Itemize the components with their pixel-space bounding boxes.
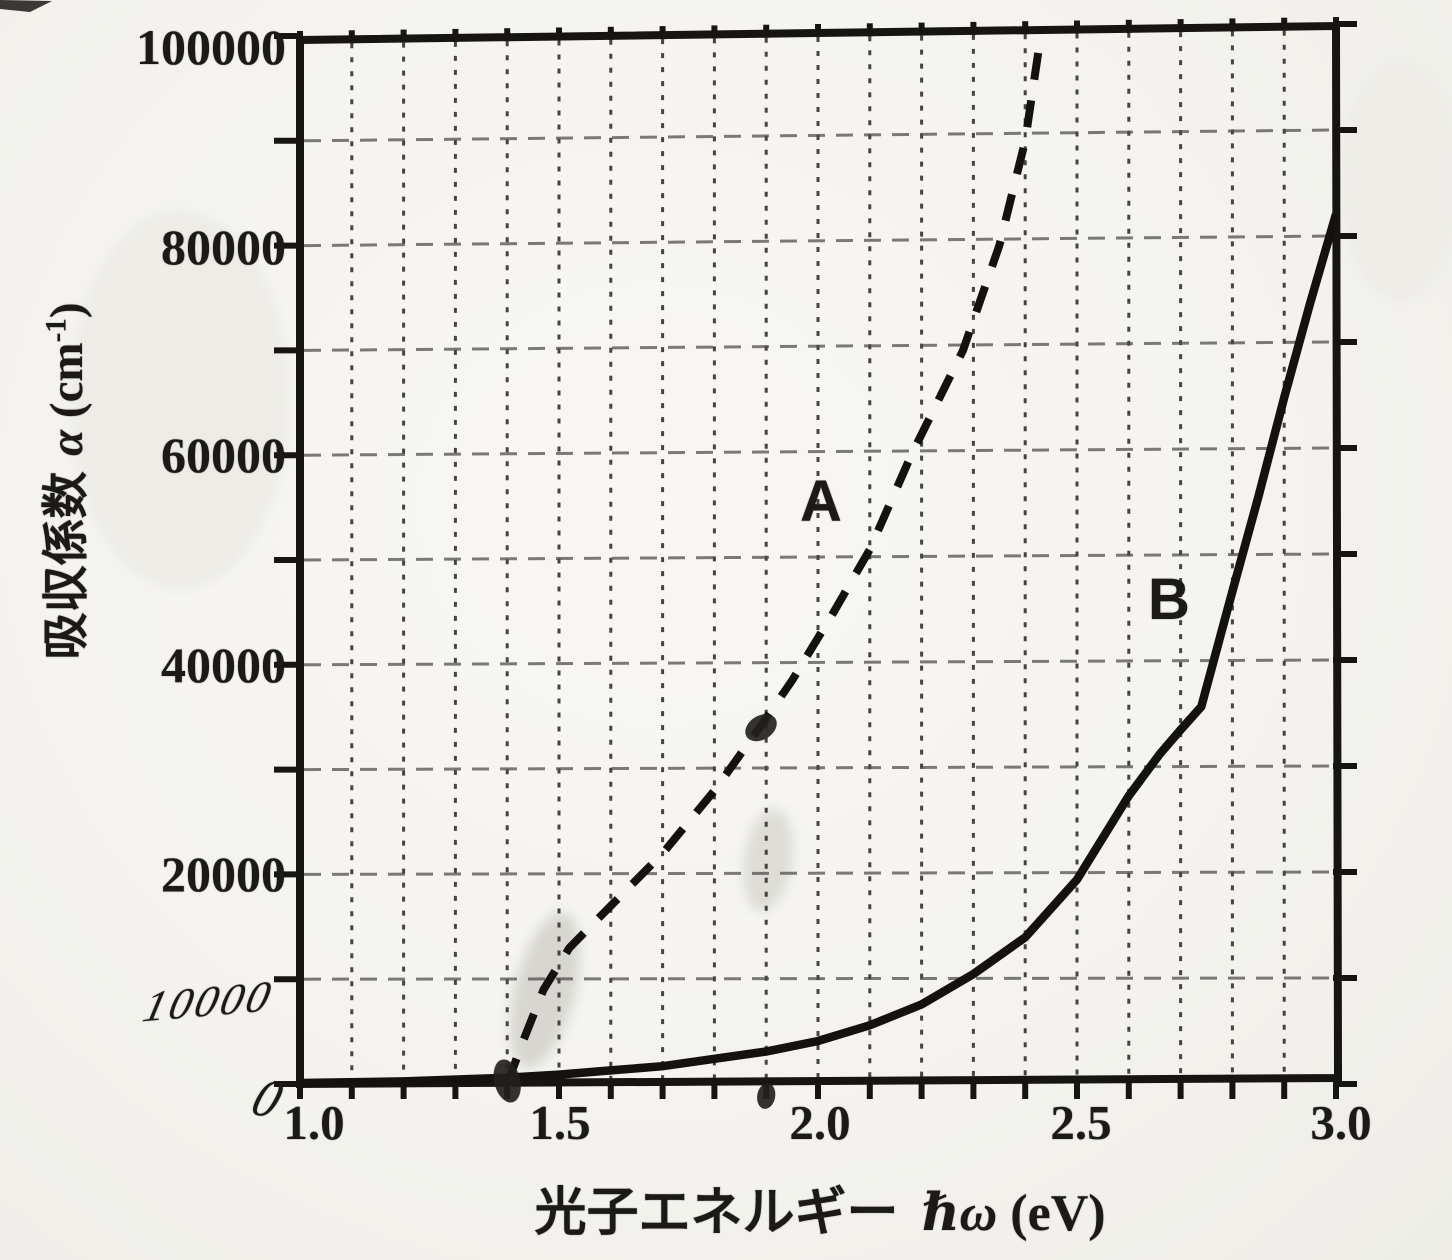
grid-lines [303, 30, 1335, 1081]
x-tick-label-1.5: 1.5 [529, 1095, 591, 1150]
x-tick-label-2.0: 2.0 [789, 1095, 851, 1150]
y-tick-label-40000: 40000 [161, 637, 286, 693]
scan-smudges [70, 60, 1452, 1068]
x-axis-title-hbar-omega-symbol: ℏω [921, 1185, 998, 1242]
y-tick-label-60000: 60000 [161, 427, 286, 483]
y-axis-title-alpha-symbol: α [41, 429, 93, 456]
handwritten-marks [493, 714, 777, 1109]
handwritten-dot-below-axis [757, 1083, 776, 1109]
y-axis-title: 吸収係数 α (cm-1) [27, 181, 93, 781]
x-tick-label-3.0: 3.0 [1310, 1095, 1372, 1150]
x-axis-title: 光子エネルギー ℏω (eV) [430, 1170, 1210, 1245]
y-axis-title-text: 吸収係数 [41, 471, 93, 660]
curve-a-label: A [800, 469, 842, 534]
curve-b-path [299, 213, 1341, 1088]
scan-corner-mark [0, 0, 52, 12]
y-tick-label-80000: 80000 [161, 219, 286, 275]
curve-a-path [503, 35, 1045, 1086]
handwritten-dot-on-axis [493, 1059, 521, 1103]
y-tick-label-20000: 20000 [161, 846, 286, 902]
plot-border [296, 21, 1343, 1089]
x-tick-label-2.5: 2.5 [1050, 1095, 1112, 1150]
handwritten-dot-on-curve-a [745, 714, 777, 742]
curve-b-label: B [1148, 567, 1190, 632]
x-axis-title-text: 光子エネルギー [534, 1185, 899, 1242]
y-axis-title-unit: (cm-1) [40, 302, 93, 419]
y-tick-label-100000: 100000 [136, 19, 286, 75]
x-axis-title-unit: (eV) [1010, 1185, 1106, 1242]
x-tick-label-1.0: 1.0 [283, 1095, 345, 1150]
